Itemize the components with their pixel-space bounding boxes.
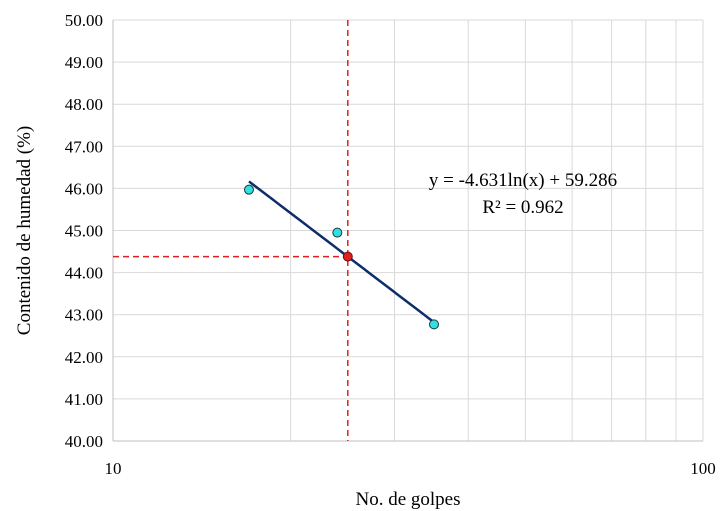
trendline-path (248, 180, 435, 324)
y-tick-label: 46.00 (65, 179, 103, 198)
y-tick-label: 40.00 (65, 432, 103, 451)
y-axis-label: Contenido de humedad (%) (14, 126, 35, 335)
x-axis-label: No. de golpes (355, 489, 460, 510)
data-point (243, 184, 254, 195)
reference-point (342, 251, 353, 262)
data-point (429, 319, 440, 330)
trendline-equation: y = -4.631ln(x) + 59.286 (429, 170, 617, 191)
y-tick-labels: 40.00 41.00 42.00 43.00 44.00 45.00 46.00 47.00… (65, 11, 103, 451)
data-point (332, 227, 343, 238)
y-tick-label: 41.00 (65, 390, 103, 409)
data-points (243, 184, 440, 330)
y-tick-label: 50.00 (65, 11, 103, 30)
y-tick-label: 44.00 (65, 264, 103, 283)
trendline-r2: R² = 0.962 (482, 197, 563, 218)
x-tick-label: 100 (690, 459, 716, 478)
grid-lines (113, 19, 704, 441)
y-tick-label: 43.00 (65, 306, 103, 325)
trendline (248, 180, 435, 324)
y-tick-label: 49.00 (65, 53, 103, 72)
axes (112, 20, 703, 442)
x-tick-label: 10 (105, 459, 122, 478)
y-tick-label: 42.00 (65, 348, 103, 367)
y-tick-label: 45.00 (65, 222, 103, 241)
y-tick-label: 48.00 (65, 95, 103, 114)
x-tick-labels: 10 100 (105, 459, 716, 478)
reference-lines (113, 20, 349, 441)
y-tick-label: 47.00 (65, 137, 103, 156)
